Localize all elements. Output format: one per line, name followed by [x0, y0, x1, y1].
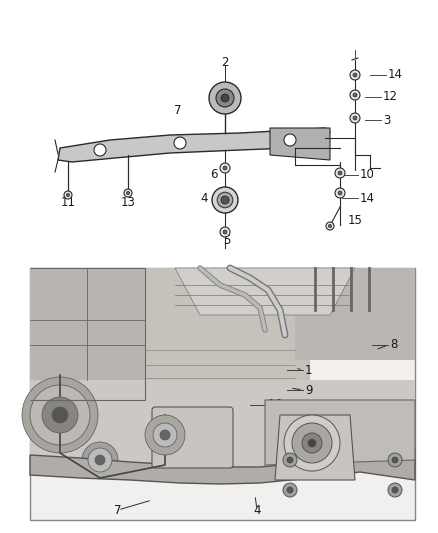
Circle shape [220, 163, 230, 173]
Polygon shape [295, 268, 415, 360]
Circle shape [284, 134, 296, 146]
Text: 3: 3 [383, 114, 390, 126]
Text: 7: 7 [174, 103, 182, 117]
Circle shape [153, 423, 177, 447]
Circle shape [95, 455, 105, 465]
Circle shape [388, 483, 402, 497]
Circle shape [292, 423, 332, 463]
Circle shape [127, 191, 130, 195]
Text: 4: 4 [201, 191, 208, 205]
Circle shape [353, 93, 357, 97]
Circle shape [22, 377, 98, 453]
Circle shape [52, 407, 68, 423]
Circle shape [88, 448, 112, 472]
Text: 8: 8 [390, 338, 397, 351]
Polygon shape [30, 380, 415, 470]
Circle shape [284, 415, 340, 471]
Circle shape [283, 483, 297, 497]
Polygon shape [270, 128, 330, 160]
Circle shape [124, 189, 132, 197]
Circle shape [30, 385, 90, 445]
Text: 10: 10 [360, 168, 375, 182]
Circle shape [353, 116, 357, 120]
Text: 12: 12 [383, 91, 398, 103]
Circle shape [283, 453, 297, 467]
Circle shape [221, 94, 229, 102]
Text: 2: 2 [365, 424, 372, 437]
Text: 7: 7 [114, 504, 122, 516]
Polygon shape [30, 268, 165, 420]
Circle shape [220, 227, 230, 237]
Polygon shape [265, 400, 415, 465]
Circle shape [287, 487, 293, 493]
Circle shape [223, 166, 227, 170]
Text: 2: 2 [221, 55, 229, 69]
Circle shape [216, 89, 234, 107]
Circle shape [64, 191, 72, 199]
Circle shape [392, 487, 398, 493]
Text: 14: 14 [360, 191, 375, 205]
Circle shape [221, 196, 229, 204]
Polygon shape [145, 268, 310, 390]
Text: 4: 4 [253, 504, 261, 516]
Polygon shape [30, 450, 415, 484]
Circle shape [388, 453, 402, 467]
Circle shape [350, 70, 360, 80]
Circle shape [350, 90, 360, 100]
Circle shape [145, 415, 185, 455]
Text: 1: 1 [305, 364, 312, 376]
Circle shape [209, 82, 241, 114]
Circle shape [326, 222, 334, 230]
Circle shape [94, 144, 106, 156]
Circle shape [223, 230, 227, 234]
Circle shape [335, 168, 345, 178]
Circle shape [338, 191, 342, 195]
Circle shape [160, 430, 170, 440]
Circle shape [392, 457, 398, 463]
Circle shape [217, 192, 233, 208]
Circle shape [287, 457, 293, 463]
Text: 14: 14 [388, 69, 403, 82]
FancyBboxPatch shape [152, 407, 233, 468]
Circle shape [308, 439, 316, 447]
Text: 16: 16 [268, 399, 283, 411]
Circle shape [335, 188, 345, 198]
FancyBboxPatch shape [30, 268, 415, 520]
Polygon shape [58, 128, 330, 162]
Circle shape [67, 193, 70, 197]
Text: 6: 6 [211, 168, 218, 182]
Polygon shape [175, 268, 355, 315]
Polygon shape [275, 415, 355, 480]
Text: 5: 5 [223, 233, 231, 246]
Circle shape [338, 171, 342, 175]
Text: 11: 11 [60, 196, 75, 208]
Circle shape [212, 187, 238, 213]
Circle shape [42, 397, 78, 433]
Text: 13: 13 [120, 196, 135, 208]
Circle shape [350, 113, 360, 123]
Circle shape [82, 442, 118, 478]
Circle shape [353, 73, 357, 77]
Circle shape [328, 224, 332, 228]
Circle shape [302, 433, 322, 453]
Text: 9: 9 [305, 384, 312, 397]
Text: 15: 15 [348, 214, 363, 227]
Circle shape [174, 137, 186, 149]
